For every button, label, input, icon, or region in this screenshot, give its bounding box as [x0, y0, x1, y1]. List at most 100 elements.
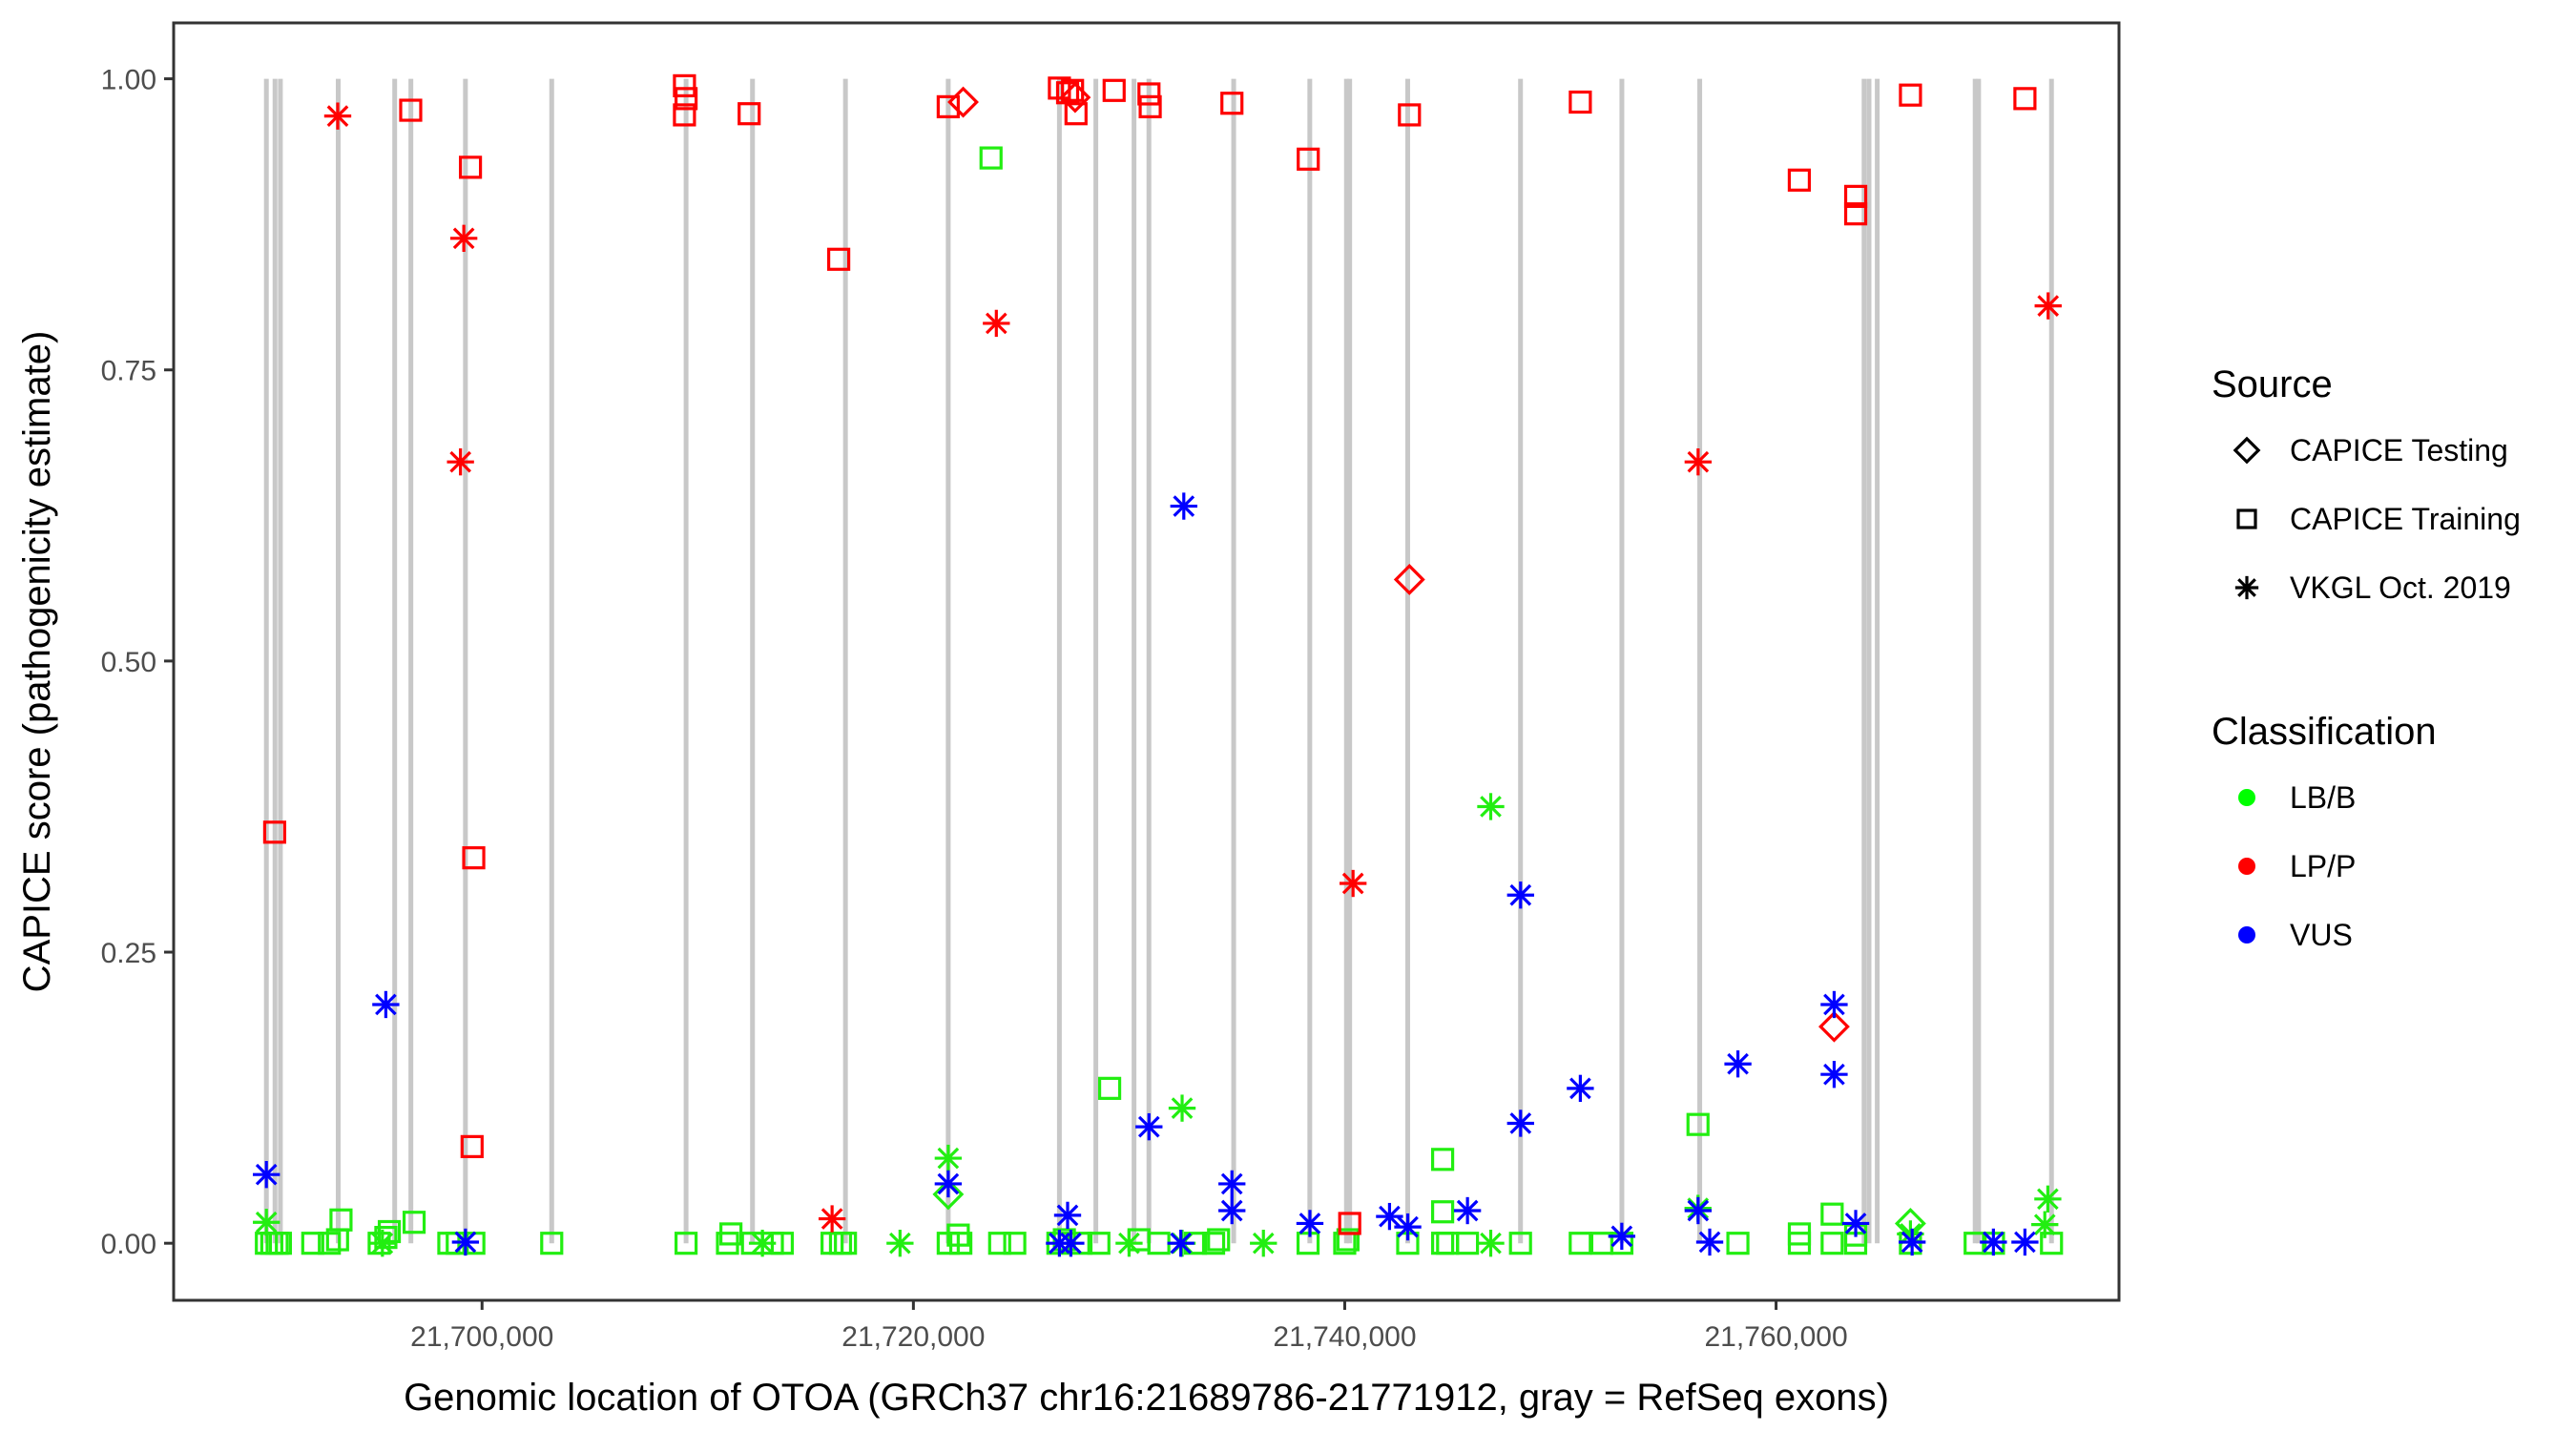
data-point-lb-b — [946, 1223, 970, 1247]
data-point-lb-b — [1820, 1232, 1844, 1255]
data-point-vus — [1684, 1196, 1713, 1225]
legend-classification-label: LB/B — [2290, 780, 2356, 815]
y-tick-label: 0.50 — [101, 647, 156, 678]
data-point-vus — [2011, 1228, 2039, 1256]
data-point-lp-p — [399, 98, 423, 122]
data-point-lp-p — [1843, 184, 1868, 208]
y-tick-label: 0.00 — [101, 1229, 156, 1260]
data-point-lp-p — [947, 86, 979, 118]
data-point-lp-p — [1338, 1212, 1361, 1235]
legend-key-dot-icon — [2238, 926, 2255, 944]
data-point-vus — [1724, 1050, 1752, 1078]
data-point-lp-p — [1059, 81, 1091, 114]
y-axis-title: CAPICE score (pathogenicity estimate) — [16, 331, 58, 993]
data-point-lb-b — [2034, 1185, 2062, 1213]
data-point-lp-p — [1137, 82, 1161, 106]
data-point-lb-b — [770, 1232, 795, 1255]
legend-source-label: VKGL Oct. 2019 — [2290, 570, 2511, 605]
data-point-lb-b — [1430, 1200, 1455, 1224]
data-point-lp-p — [323, 102, 352, 130]
data-point-vus — [1820, 1061, 1848, 1089]
data-point-lb-b — [987, 1232, 1011, 1255]
legend-classification-label: VUS — [2290, 918, 2353, 952]
data-point-lb-b — [934, 1144, 963, 1172]
data-point-lb-b — [1726, 1232, 1750, 1255]
x-axis: 21,700,000 21,720,000 21,740,000 21,760,000 — [410, 1300, 1848, 1353]
data-point-lb-b — [329, 1208, 353, 1232]
data-point-lb-b — [1820, 1202, 1844, 1226]
data-point-lb-b — [2040, 1232, 2064, 1255]
data-point-lp-p — [1568, 90, 1592, 114]
data-points — [253, 73, 2064, 1257]
data-point-lb-b — [1568, 1232, 1592, 1255]
legend-key-square-icon — [2236, 508, 2257, 529]
data-point-lp-p — [1297, 147, 1320, 171]
data-point-lp-p — [1393, 564, 1425, 595]
data-point-lp-p — [983, 309, 1010, 338]
data-point-lb-b — [1097, 1076, 1122, 1100]
data-point-lb-b — [301, 1232, 324, 1255]
data-point-lp-p — [1220, 92, 1244, 115]
legend-classification-title: Classification — [2212, 711, 2437, 753]
data-point-lp-p — [262, 820, 287, 844]
data-point-vus — [1057, 1230, 1085, 1257]
data-point-lb-b — [268, 1232, 292, 1255]
data-point-lb-b — [540, 1232, 564, 1255]
data-point-vus — [1608, 1222, 1636, 1251]
data-point-lp-p — [818, 1205, 846, 1233]
legend-source-title: Source — [2212, 363, 2333, 405]
data-point-lp-p — [675, 87, 698, 111]
legend-source-label: CAPICE Testing — [2290, 433, 2508, 467]
data-point-lb-b — [318, 1232, 342, 1255]
data-point-lp-p — [2013, 87, 2037, 111]
data-point-lp-p — [1818, 1010, 1850, 1043]
data-point-lb-b — [1250, 1230, 1278, 1257]
data-point-vus — [1695, 1228, 1724, 1256]
x-tick-label: 21,720,000 — [841, 1321, 985, 1353]
data-point-lp-p — [827, 247, 851, 271]
data-point-lp-p — [673, 103, 696, 127]
data-point-vus — [1053, 1201, 1082, 1230]
data-point-lp-p — [737, 102, 761, 126]
y-tick-label: 1.00 — [101, 65, 156, 96]
data-point-vus — [1296, 1210, 1324, 1237]
y-tick-label: 0.25 — [101, 938, 156, 969]
data-point-vus — [1567, 1074, 1594, 1103]
data-point-vus — [1506, 1110, 1534, 1137]
data-point-vus — [1135, 1112, 1163, 1141]
data-point-lp-p — [1843, 202, 1868, 226]
legend-key-diamond-icon — [2233, 436, 2261, 465]
data-point-lp-p — [458, 156, 483, 179]
x-tick-label: 21,740,000 — [1273, 1321, 1416, 1353]
x-tick-label: 21,700,000 — [410, 1321, 553, 1353]
data-point-lb-b — [374, 1225, 398, 1250]
data-point-lb-b — [675, 1232, 698, 1255]
data-point-lb-b — [1686, 1112, 1710, 1136]
data-point-vus — [1820, 990, 1848, 1019]
legend: Source CAPICE Testing CAPICE Training VKGL… — [2212, 363, 2521, 952]
data-point-lb-b — [402, 1211, 426, 1234]
data-point-lb-b — [1003, 1232, 1027, 1255]
x-tick-label: 21,760,000 — [1704, 1321, 1847, 1353]
data-point-lb-b — [1201, 1232, 1226, 1255]
data-point-lb-b — [1207, 1228, 1231, 1252]
legend-key-dot-icon — [2238, 789, 2255, 806]
data-point-lp-p — [2034, 292, 2062, 320]
data-point-vus — [1376, 1202, 1403, 1231]
data-point-vus — [1170, 492, 1197, 520]
data-point-lb-b — [1477, 793, 1505, 820]
data-point-vus — [1898, 1228, 1926, 1256]
data-point-lp-p — [1339, 869, 1367, 898]
data-point-lb-b — [932, 1178, 965, 1211]
data-point-lp-p — [673, 73, 696, 98]
data-point-vus — [1506, 881, 1534, 909]
x-axis-title: Genomic location of OTOA (GRCh37 chr16:2… — [404, 1377, 1889, 1419]
data-point-vus — [934, 1170, 963, 1198]
y-axis: 0.00 0.25 0.50 0.75 1.00 — [101, 65, 174, 1260]
data-point-vus — [1218, 1170, 1246, 1198]
data-point-lb-b — [1168, 1094, 1196, 1122]
data-point-lp-p — [1787, 168, 1812, 192]
data-point-lb-b — [1787, 1232, 1812, 1255]
